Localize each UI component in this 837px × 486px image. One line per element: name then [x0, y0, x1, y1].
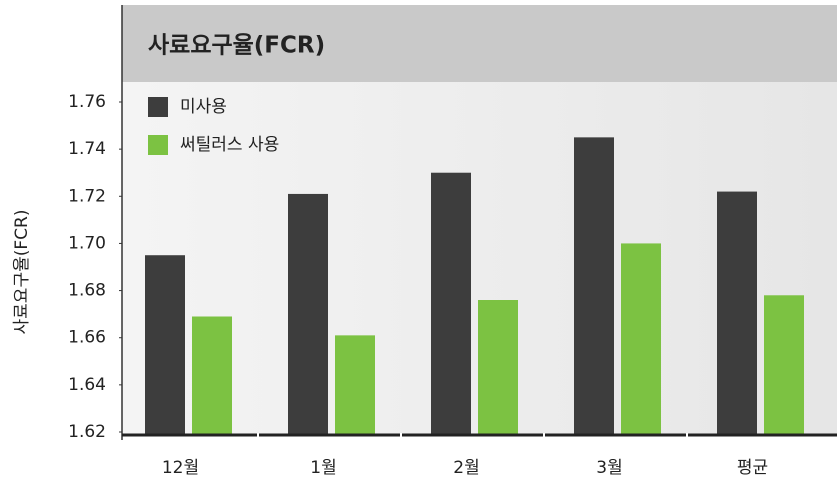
y-tick-label: 1.72 — [68, 186, 106, 206]
bar — [192, 316, 232, 435]
x-tick-label: 1월 — [310, 458, 336, 478]
chart-title: 사료요구율(FCR) — [148, 33, 325, 59]
bar — [335, 335, 375, 435]
bar — [431, 172, 471, 435]
bar — [574, 137, 614, 435]
bar — [478, 300, 518, 435]
x-tick-label: 평균 — [737, 458, 768, 478]
y-tick-label: 1.70 — [68, 233, 106, 253]
legend-label: 미사용 — [180, 97, 227, 117]
y-tick-label: 1.64 — [68, 375, 106, 395]
title-band — [122, 5, 837, 82]
y-tick-label: 1.66 — [68, 328, 106, 348]
bar — [717, 191, 757, 435]
legend-swatch — [148, 135, 168, 155]
x-tick-label: 12월 — [162, 458, 199, 478]
y-tick-label: 1.74 — [68, 139, 106, 159]
bar — [621, 243, 661, 435]
y-axis-label: 사료요구율(FCR) — [12, 210, 32, 335]
x-tick-label: 3월 — [596, 458, 622, 478]
x-tick-label: 2월 — [453, 458, 479, 478]
legend-swatch — [148, 97, 168, 117]
y-tick-label: 1.62 — [68, 422, 106, 442]
bar — [288, 193, 328, 435]
legend-label: 써틸러스 사용 — [180, 135, 279, 155]
bar — [145, 255, 185, 435]
bar — [764, 295, 804, 435]
y-tick-label: 1.68 — [68, 281, 106, 301]
y-tick-label: 1.76 — [68, 92, 106, 112]
